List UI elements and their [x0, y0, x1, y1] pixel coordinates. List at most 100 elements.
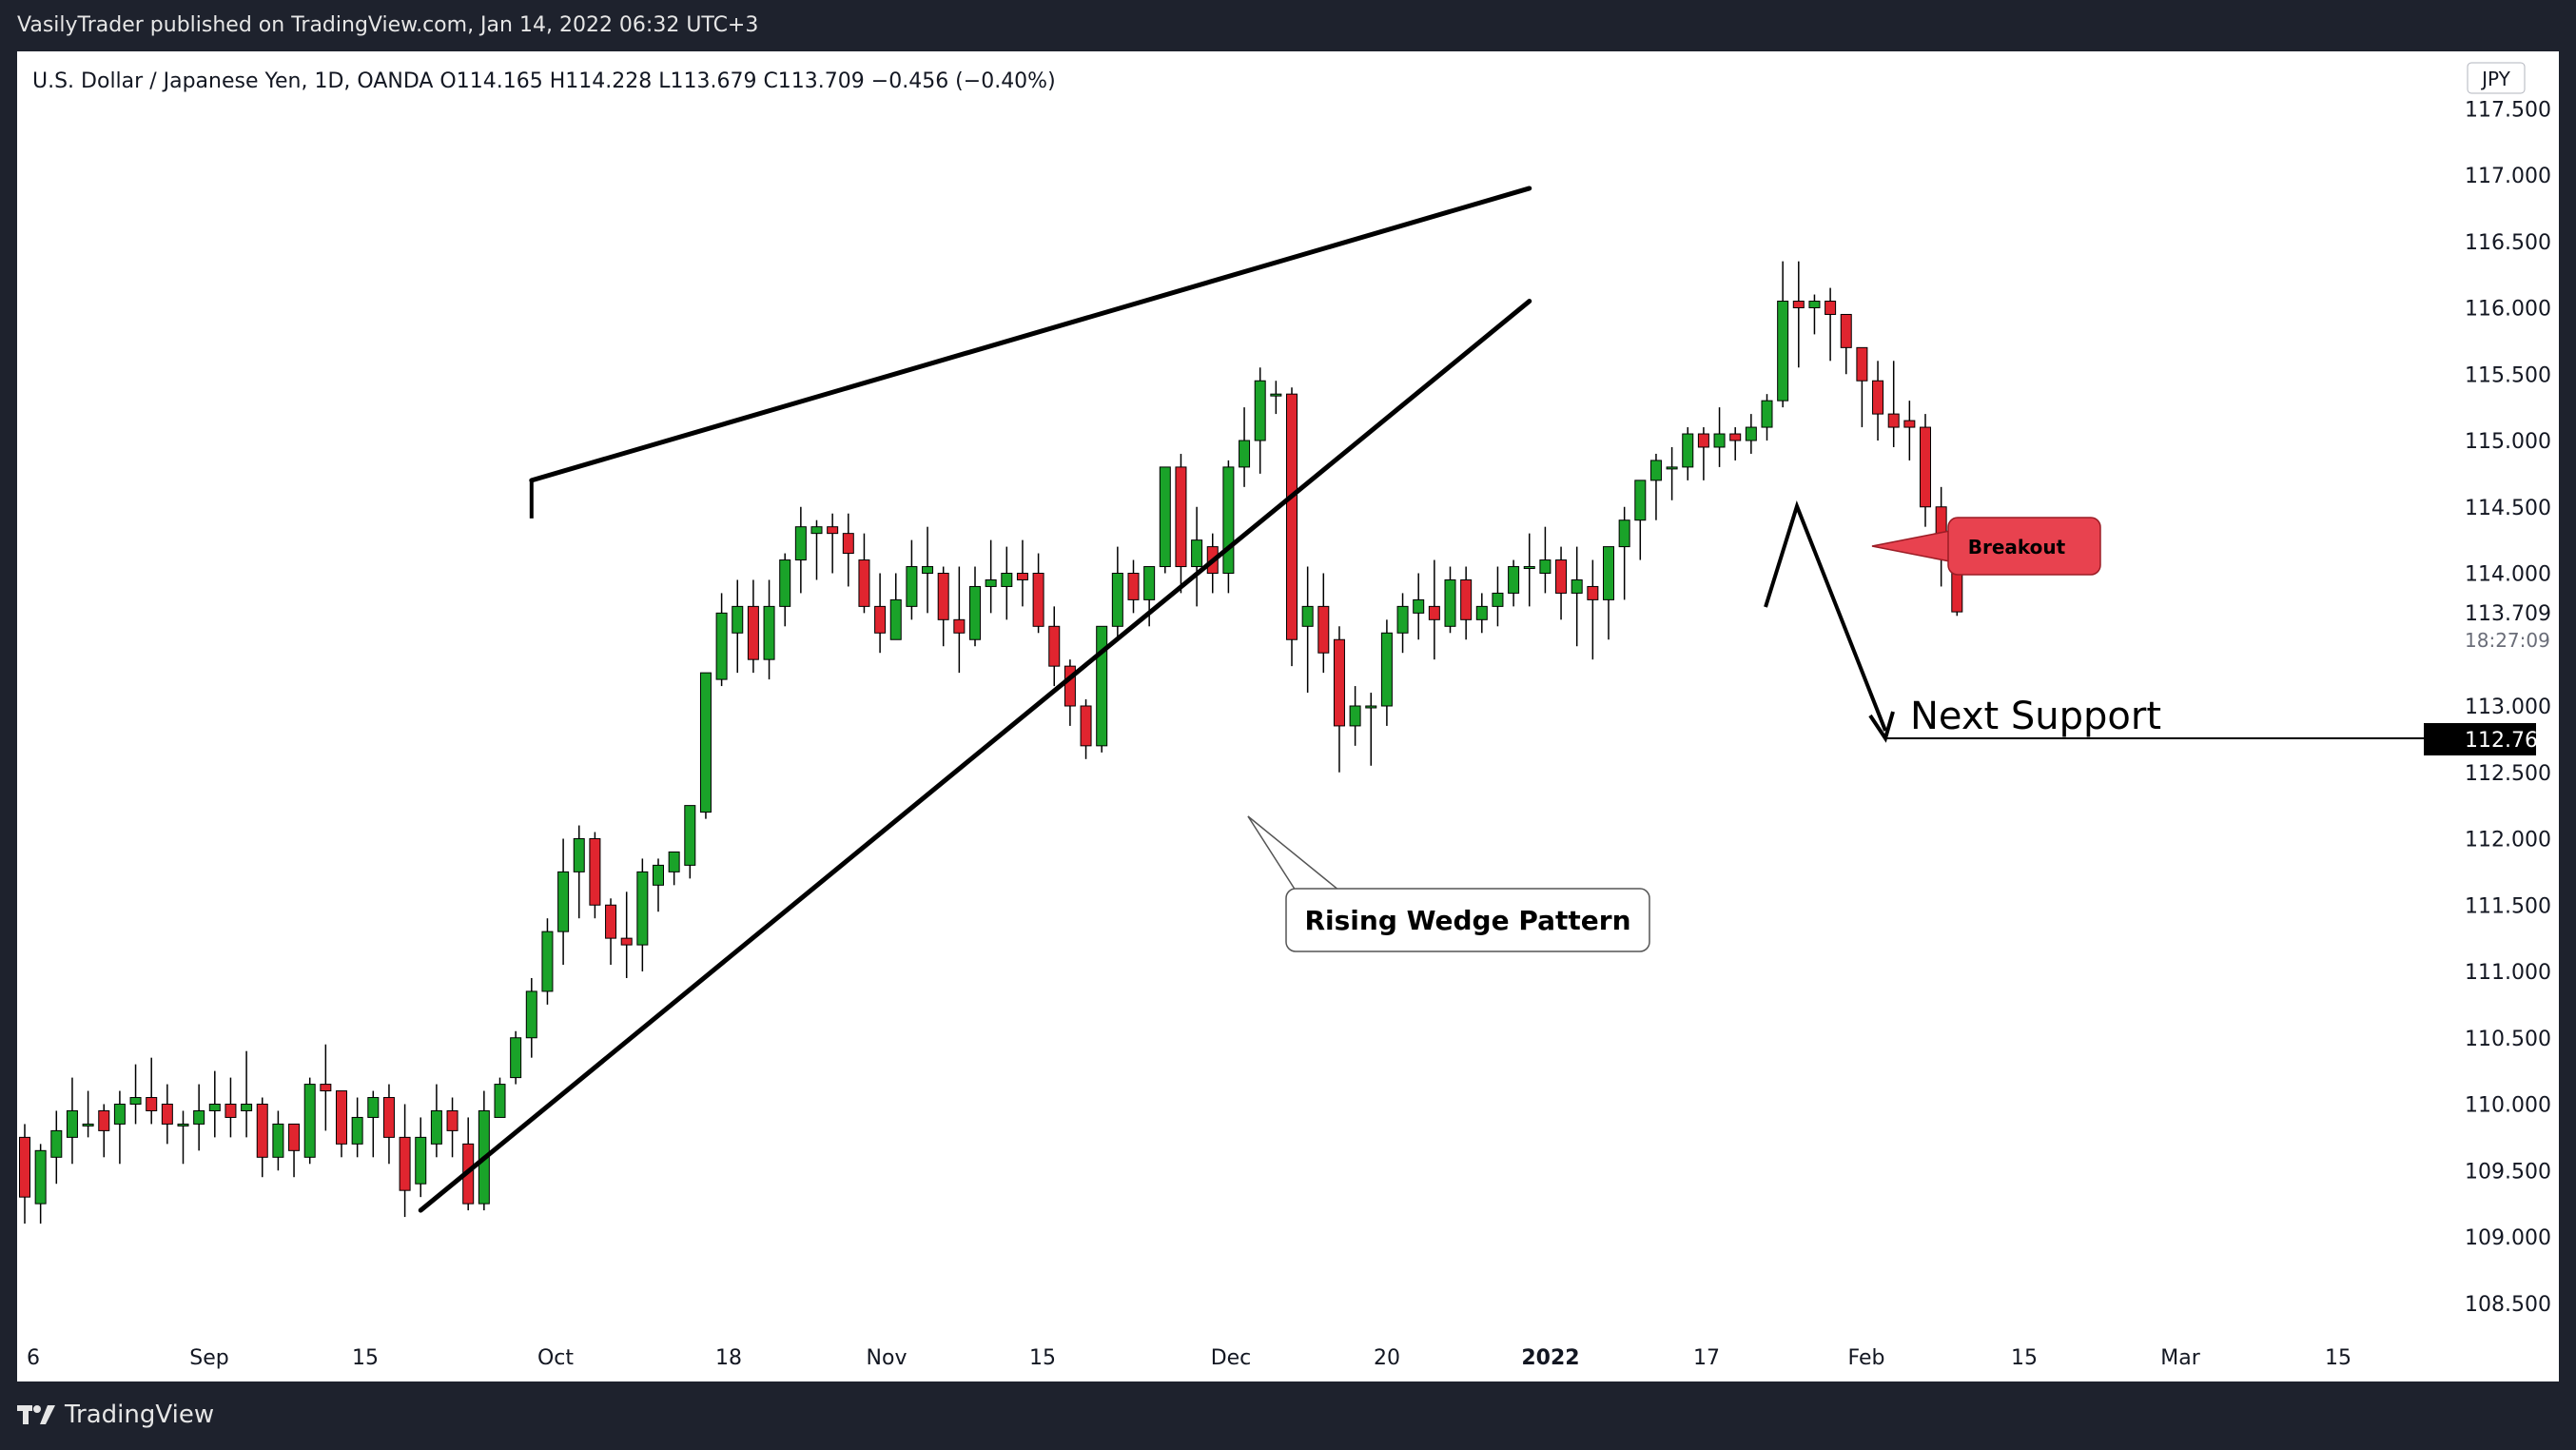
- brand[interactable]: TradingView: [17, 1401, 214, 1429]
- candle-body: [1444, 578, 1456, 627]
- candle-body: [1618, 519, 1630, 548]
- price-tick-label: 114.500: [2465, 497, 2551, 520]
- candle-body: [1286, 393, 1298, 640]
- candle-body: [399, 1136, 411, 1191]
- wedge-lower-trendline[interactable]: [418, 299, 1532, 1213]
- price-tick-label: 115.000: [2465, 430, 2551, 454]
- candle-body: [1080, 705, 1092, 747]
- time-tick-label: Oct: [537, 1346, 574, 1370]
- candle-body: [763, 605, 775, 660]
- candle-body: [1777, 301, 1789, 402]
- candle-body: [1239, 440, 1251, 468]
- candles-layer: [19, 261, 1963, 1225]
- candle-body: [1096, 625, 1108, 747]
- candle-body: [1713, 433, 1726, 448]
- candle-body: [541, 931, 554, 992]
- price-tick-label: 114.000: [2465, 563, 2551, 587]
- candle-body: [1254, 380, 1266, 441]
- candle-body: [1428, 605, 1440, 620]
- candle-body: [922, 566, 934, 575]
- publish-info: VasilyTrader published on TradingView.co…: [17, 13, 759, 37]
- candle-body: [129, 1097, 142, 1106]
- candle-body: [82, 1123, 94, 1127]
- time-tick-label: Mar: [2160, 1346, 2200, 1370]
- candle-body: [1365, 705, 1377, 709]
- support-price-badge[interactable]: [2424, 723, 2536, 755]
- currency-badge-box[interactable]: [2467, 62, 2526, 94]
- candle-body: [1697, 433, 1709, 448]
- chart-area[interactable]: U.S. Dollar / Japanese Yen, 1D, OANDA O1…: [17, 51, 2559, 1381]
- time-axis[interactable]: 6 Sep 15 Oct 18 Nov 15 Dec 20 2022 17 Feb 15 Mar 15: [27, 1346, 2352, 1370]
- candle-body: [1301, 605, 1314, 627]
- candle-body: [1856, 346, 1868, 382]
- countdown-label: 18:27:09: [2465, 629, 2550, 652]
- candle-body: [303, 1084, 316, 1158]
- candle-body: [1666, 466, 1678, 470]
- price-tick-label: 109.500: [2465, 1160, 2551, 1184]
- candle-body: [1761, 400, 1773, 428]
- candle-body: [1016, 573, 1028, 580]
- time-tick-label: 15: [2325, 1346, 2352, 1370]
- rising-wedge-label: Rising Wedge Pattern: [1304, 905, 1630, 936]
- rising-wedge-callout[interactable]: [1285, 888, 1650, 952]
- candle-body: [732, 605, 744, 634]
- candle-body: [1825, 301, 1837, 315]
- price-tick-label: 112.000: [2465, 829, 2551, 852]
- candle-body: [1111, 573, 1123, 627]
- breakout-callout[interactable]: [1947, 517, 2101, 576]
- time-tick-label: 17: [1693, 1346, 1720, 1370]
- candle-body: [636, 871, 649, 946]
- candle-body: [113, 1104, 126, 1125]
- publish-header: VasilyTrader published on TradingView.co…: [0, 0, 2576, 51]
- price-tick-label: 117.500: [2465, 98, 2551, 122]
- currency-badge[interactable]: JPY: [2480, 68, 2511, 90]
- projection-path[interactable]: [1764, 500, 1887, 732]
- time-tick-label: Nov: [867, 1346, 907, 1370]
- candle-body: [1571, 578, 1583, 594]
- candle-body: [1840, 313, 1852, 348]
- candle-body: [19, 1136, 30, 1198]
- candle-body: [858, 559, 870, 607]
- candle-body: [810, 526, 823, 535]
- candle-body: [557, 871, 570, 932]
- price-tick-label: 117.000: [2465, 165, 2551, 188]
- candle-body: [684, 805, 696, 866]
- price-axis[interactable]: 108.500 109.000 109.500 110.000 110.500 111.0…: [2465, 98, 2551, 1317]
- time-tick-label: 15: [352, 1346, 379, 1370]
- support-price-label: 112.768: [2465, 729, 2551, 753]
- candle-body: [1460, 578, 1473, 620]
- candle-body: [34, 1149, 47, 1205]
- candle-body: [937, 573, 949, 620]
- candle-body: [446, 1109, 459, 1131]
- candle-body: [573, 838, 585, 872]
- candle-body: [605, 904, 617, 939]
- candle-body: [1475, 605, 1488, 620]
- candle-body: [66, 1109, 78, 1138]
- candle-body: [1872, 380, 1884, 415]
- candle-body: [1539, 559, 1551, 574]
- candle-body: [256, 1104, 268, 1158]
- candle-body: [1396, 605, 1409, 634]
- candle-body: [794, 526, 807, 561]
- candle-body: [1317, 605, 1330, 654]
- candle-body: [874, 605, 887, 634]
- candle-body: [906, 566, 918, 607]
- brand-name: TradingView: [65, 1401, 215, 1429]
- tradingview-logo-icon: [17, 1405, 55, 1424]
- candle-body: [208, 1104, 221, 1111]
- candle-body: [1508, 566, 1520, 594]
- candle-body: [177, 1123, 189, 1127]
- price-chart[interactable]: U.S. Dollar / Japanese Yen, 1D, OANDA O1…: [17, 51, 2559, 1381]
- candle-body: [525, 990, 537, 1039]
- last-price-label: 113.709: [2465, 602, 2551, 626]
- candle-body: [320, 1084, 332, 1092]
- candle-body: [1159, 466, 1171, 568]
- candle-body: [1127, 573, 1140, 600]
- price-tick-label: 116.500: [2465, 231, 2551, 255]
- candle-body: [193, 1109, 205, 1125]
- candle-body: [969, 585, 981, 640]
- candle-body: [1745, 426, 1757, 441]
- candle-body: [1903, 420, 1916, 428]
- candle-body: [1413, 598, 1425, 614]
- wedge-upper-trendline[interactable]: [529, 186, 1532, 483]
